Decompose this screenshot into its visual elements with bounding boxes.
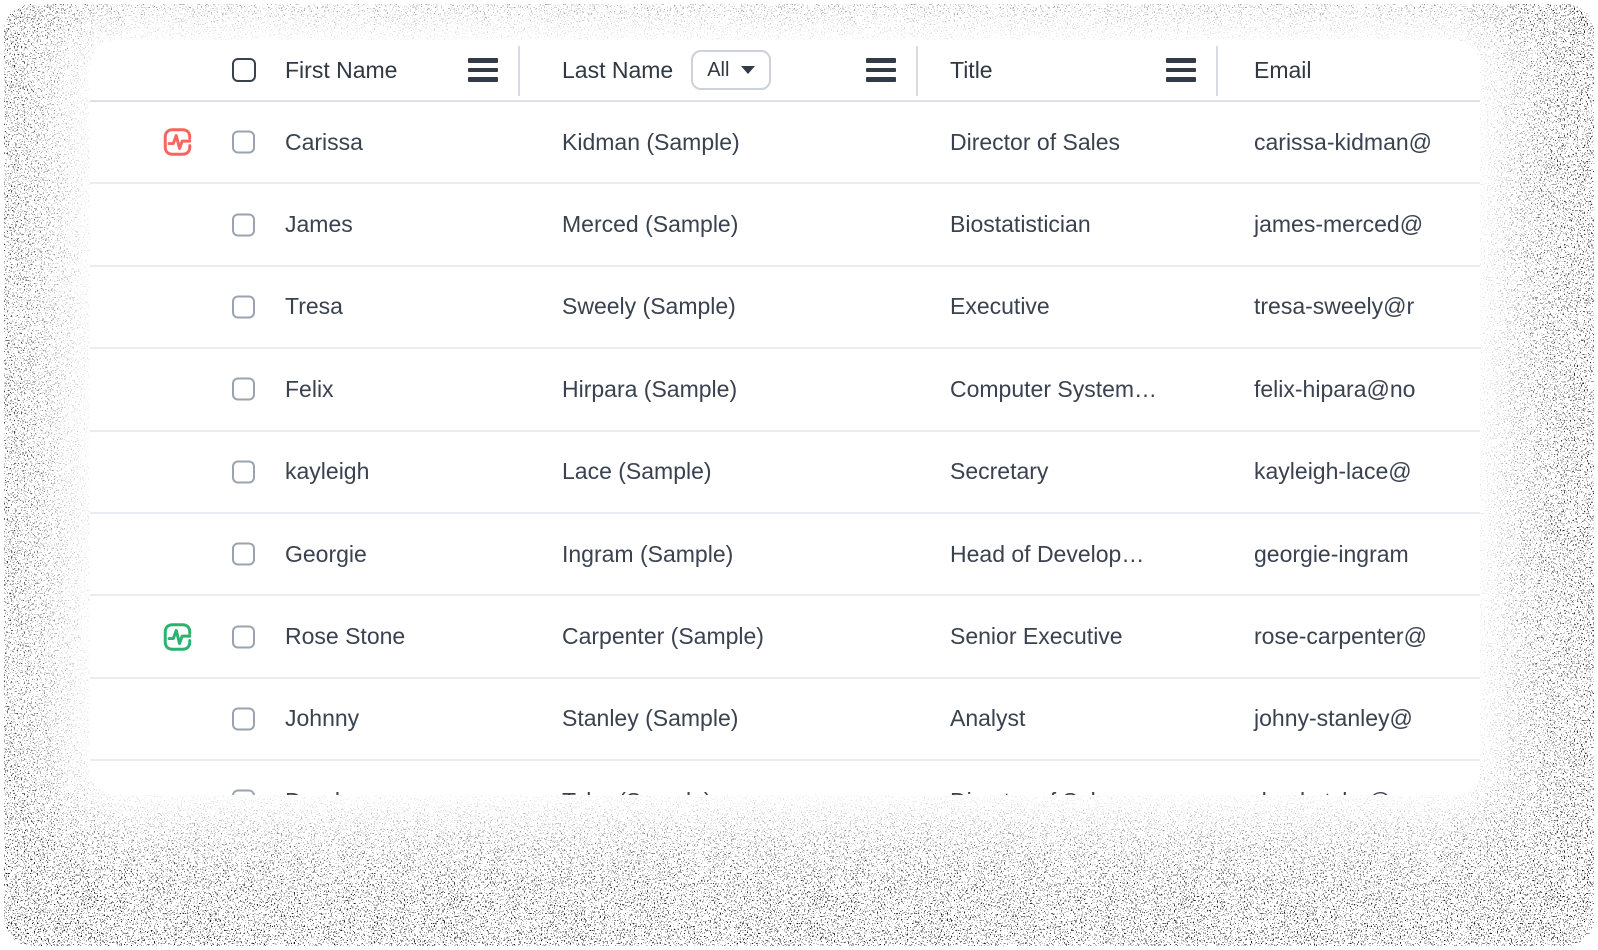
cell-email: james-merced@ [1254,211,1424,238]
cell-first-name: kayleigh [285,458,370,485]
row-gutter [90,679,285,759]
cell-last-name: Lace (Sample) [562,458,712,485]
cell-email: carissa-kidman@ [1254,128,1433,155]
cell-title: Director of Sales [950,128,1121,155]
cell-title: Computer System… [950,375,1158,402]
row-gutter [90,102,285,182]
cell-email: johny-stanley@ [1254,705,1413,732]
row-gutter [90,761,285,795]
table-header: First Name Last Name All Title [90,40,1480,102]
row-checkbox[interactable] [232,542,255,566]
cell-email: felix-hipara@no [1254,375,1416,402]
signal-health-icon[interactable] [162,127,193,158]
filter-value: All [707,58,730,81]
column-header-first-name: First Name [285,40,520,100]
row-gutter [90,349,285,429]
cell-first-name: Carissa [285,128,363,155]
table-row[interactable]: Derek Tyler (Sample) Director of Sales d… [90,761,1480,795]
signal-health-icon[interactable] [162,621,193,652]
row-gutter [90,432,285,512]
cell-title: Director of Sales [918,761,1218,795]
cell-first-name: Johnny [285,705,360,732]
contacts-table-window: First Name Last Name All Title [90,40,1480,795]
cell-last-name: Hirpara (Sample) [562,375,738,402]
table-row[interactable]: Johnny Stanley (Sample) Analyst johny-st… [90,678,1480,762]
row-checkbox[interactable] [232,377,255,401]
cell-last-name: Ingram (Sample) [562,540,734,567]
cell-title: Executive [950,293,1050,320]
cell-first-name: James [285,211,353,238]
cell-email: derek_tyler@no [1218,761,1480,795]
cell-email: rose-carpenter@ [1254,623,1427,650]
table-row[interactable]: Felix Hirpara (Sample) Computer System… … [90,349,1480,432]
row-gutter [90,514,285,594]
table-row[interactable]: kayleigh Lace (Sample) Secretary kayleig… [90,431,1480,514]
column-menu-icon[interactable] [468,58,498,82]
cell-title: Biostatistician [950,211,1091,238]
column-menu-icon[interactable] [1166,58,1196,82]
table-row[interactable]: James Merced (Sample) Biostatistician ja… [90,184,1480,267]
column-label[interactable]: Email [1254,56,1312,83]
cell-title: Head of Develop… [950,540,1145,567]
cell-email: georgie-ingram [1254,540,1409,567]
column-header-last-name: Last Name All [520,40,918,100]
row-gutter [90,596,285,676]
table-row[interactable]: Tresa Sweely (Sample) Executive tresa-sw… [90,266,1480,350]
column-header-title: Title [918,40,1218,100]
cell-last-name: Tyler (Sample) [520,761,918,795]
cell-last-name: Sweely (Sample) [562,293,736,320]
table-row[interactable]: Rose Stone Carpenter (Sample) Senior Exe… [90,596,1480,679]
chevron-down-icon [741,66,756,74]
table-row[interactable]: Carissa Kidman (Sample) Director of Sale… [90,102,1480,185]
last-name-filter-dropdown[interactable]: All [691,50,772,90]
table-body: Carissa Kidman (Sample) Director of Sale… [90,102,1480,795]
cell-first-name: Georgie [285,540,367,567]
column-divider [916,46,918,96]
row-checkbox[interactable] [232,789,255,795]
row-checkbox[interactable] [232,213,255,237]
column-divider [518,46,520,96]
cell-first-name: Felix [285,375,334,402]
cell-title: Senior Executive [950,623,1123,650]
column-divider [1216,46,1218,96]
row-gutter [90,267,285,347]
column-label[interactable]: Last Name [562,56,674,83]
row-checkbox[interactable] [232,625,255,649]
header-gutter [90,40,285,100]
row-checkbox[interactable] [232,295,255,319]
cell-last-name: Merced (Sample) [562,211,739,238]
cell-last-name: Kidman (Sample) [562,128,740,155]
column-label[interactable]: Title [950,56,993,83]
row-gutter [90,184,285,264]
cell-title: Analyst [950,705,1026,732]
cell-title: Secretary [950,458,1049,485]
row-checkbox[interactable] [232,707,255,731]
row-checkbox[interactable] [232,130,255,154]
cell-last-name: Stanley (Sample) [562,705,739,732]
cell-first-name: Rose Stone [285,623,406,650]
column-label[interactable]: First Name [285,56,398,83]
cell-email: tresa-sweely@r [1254,293,1415,320]
row-checkbox[interactable] [232,460,255,484]
cell-first-name: Tresa [285,293,343,320]
cell-first-name: Derek [285,761,520,795]
cell-email: kayleigh-lace@ [1254,458,1412,485]
select-all-checkbox[interactable] [232,58,256,82]
cell-last-name: Carpenter (Sample) [562,623,764,650]
table-row[interactable]: Georgie Ingram (Sample) Head of Develop…… [90,513,1480,597]
column-header-email: Email [1218,40,1480,100]
column-menu-icon[interactable] [866,58,896,82]
